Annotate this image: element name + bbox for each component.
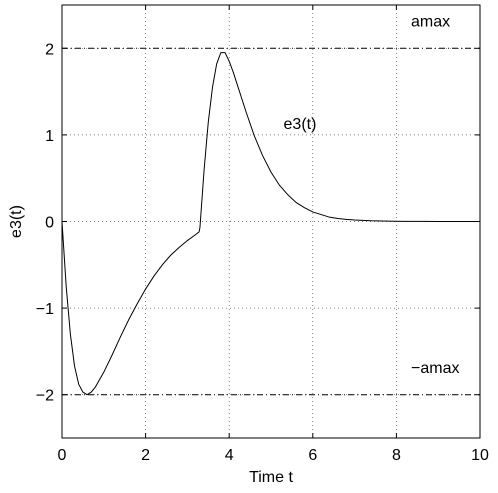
series-line bbox=[61, 52, 480, 396]
tick-marks bbox=[61, 5, 481, 438]
annotation-label: amax bbox=[411, 14, 450, 31]
y-axis-label: e3(t) bbox=[8, 205, 25, 238]
y-tick-label: −2 bbox=[36, 388, 54, 405]
x-tick-label: 10 bbox=[471, 447, 489, 464]
y-tick-label: 0 bbox=[45, 215, 54, 232]
series-group bbox=[61, 47, 480, 396]
annotations: amax −amax e3(t) bbox=[284, 14, 460, 377]
y-tick-label: 2 bbox=[45, 41, 54, 58]
x-axis-label: Time t bbox=[249, 469, 293, 486]
annotation-label: e3(t) bbox=[284, 116, 317, 133]
y-tick-labels: −2 −1 0 1 2 bbox=[36, 41, 54, 404]
x-tick-labels: 0 2 4 6 8 10 bbox=[58, 447, 489, 464]
x-tick-label: 2 bbox=[141, 447, 150, 464]
annotation-label: −amax bbox=[411, 360, 459, 377]
x-tick-label: 6 bbox=[308, 447, 317, 464]
y-tick-label: 1 bbox=[45, 128, 54, 145]
y-tick-label: −1 bbox=[36, 301, 54, 318]
x-tick-label: 8 bbox=[392, 447, 401, 464]
x-tick-label: 4 bbox=[225, 447, 234, 464]
x-tick-label: 0 bbox=[58, 447, 67, 464]
